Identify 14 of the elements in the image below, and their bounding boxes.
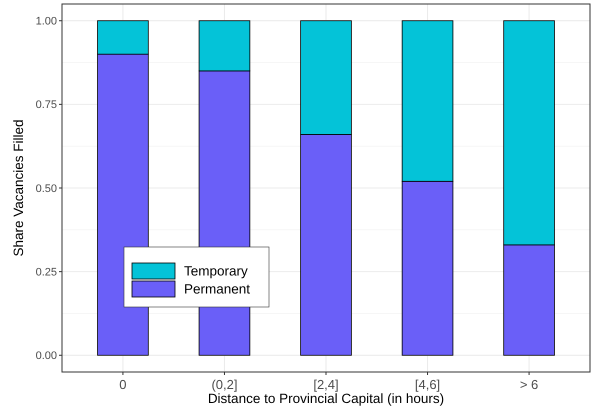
x-tick-label: (0,2]	[211, 377, 238, 392]
y-tick-label: 0.00	[36, 350, 57, 362]
x-axis-title: Distance to Provincial Capital (in hours)	[208, 391, 444, 406]
legend-label: Permanent	[184, 282, 250, 297]
y-tick-label: 0.50	[36, 182, 57, 195]
y-tick-label: 0.25	[36, 266, 57, 278]
legend-label: Temporary	[184, 264, 248, 279]
y-tick-label: 0.75	[36, 99, 57, 112]
y-axis-title: Share Vacancies Filled	[11, 119, 26, 257]
x-tick-label: [2,4]	[313, 377, 339, 392]
y-tick-label: 1.00	[36, 16, 57, 28]
x-tick-label: [4,6]	[414, 377, 440, 392]
x-tick-label: 0	[119, 377, 127, 392]
x-tick-label: > 6	[520, 377, 538, 392]
